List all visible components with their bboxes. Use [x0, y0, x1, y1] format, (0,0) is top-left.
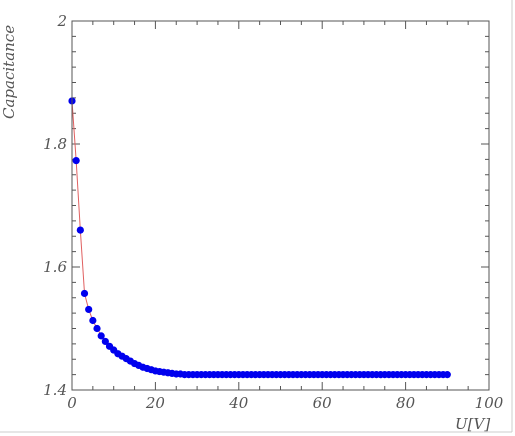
- y-tick-label: 1.8: [43, 135, 67, 153]
- data-point: [80, 289, 89, 298]
- data-point: [72, 157, 80, 165]
- data-point: [93, 324, 101, 333]
- y-axis-label: Capacitance: [0, 25, 18, 119]
- data-point: [76, 226, 84, 234]
- data-point: [89, 316, 97, 325]
- data-point: [97, 332, 105, 340]
- x-tick-label: 60: [313, 394, 333, 412]
- data-point: [85, 305, 93, 314]
- y-tick-label: 1.6: [43, 258, 67, 276]
- x-tick-label: 0: [67, 394, 77, 412]
- data-point: [101, 337, 109, 346]
- plot-frame: [71, 20, 490, 391]
- fit-line: [71, 100, 448, 376]
- x-tick-label: 80: [396, 394, 416, 412]
- x-tick-label: 40: [228, 394, 249, 412]
- axis-ticks: [71, 20, 490, 391]
- x-tick-label: 20: [145, 394, 166, 412]
- data-point: [443, 371, 451, 379]
- y-tick-label: 1.4: [43, 381, 67, 399]
- tick-labels: 0 20 40 60 80 100 1.4 1.6 1.8 2: [43, 12, 504, 412]
- x-axis-label: U[V]: [455, 415, 490, 433]
- x-tick-label: 100: [475, 394, 504, 412]
- y-tick-label: 2: [56, 12, 67, 30]
- data-points: [68, 97, 451, 379]
